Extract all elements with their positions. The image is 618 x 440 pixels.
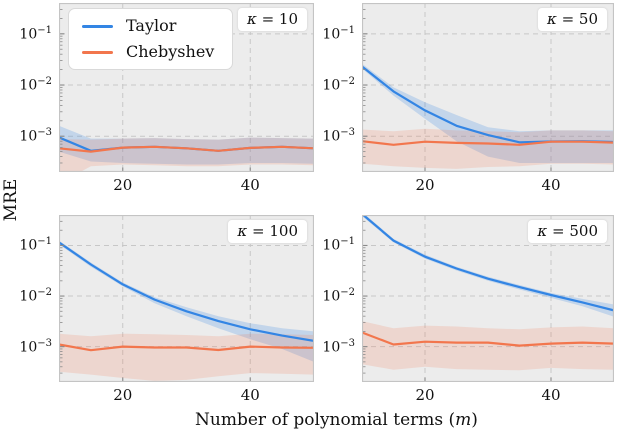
x-tick-label: 20 <box>415 386 435 404</box>
y-tick-label: 10−1 <box>19 24 52 43</box>
legend-label: Taylor <box>126 16 177 35</box>
y-tick-label: 10−3 <box>322 337 355 356</box>
x-axis-label-variable: m <box>455 410 472 430</box>
chebyshev-line <box>362 331 614 347</box>
taylor-band <box>362 63 614 163</box>
taylor-line <box>362 215 614 312</box>
y-tick-label: 10−2 <box>19 75 52 94</box>
chebyshev-line <box>59 343 314 352</box>
x-axis-label-suffix: ) <box>471 410 478 430</box>
x-tick-label: 40 <box>240 176 260 194</box>
legend-item: Chebyshev <box>82 44 214 60</box>
y-tick-label: 10−1 <box>322 24 355 43</box>
y-tick-label: 10−2 <box>322 75 355 94</box>
kappa-symbol: κ <box>246 10 257 28</box>
x-axis-label-text: Number of polynomial terms ( <box>195 410 456 430</box>
x-axis-label: Number of polynomial terms (m) <box>59 409 614 431</box>
legend-item: Taylor <box>82 18 214 34</box>
chebyshev-band <box>362 321 614 371</box>
chebyshev-line <box>59 145 314 153</box>
taylor-line <box>59 241 314 342</box>
chebyshev-band <box>362 128 614 169</box>
kappa-value: = 100 <box>252 222 298 240</box>
kappa-symbol: κ <box>546 10 557 28</box>
subplot-kappa-10: Taylor Chebyshev κ = 10 10−1 10−2 10−3 20 40 <box>19 3 314 193</box>
plot-spine <box>362 3 614 172</box>
kappa-annotation: κ = 100 <box>227 219 308 244</box>
y-axis-label: MRE <box>1 178 21 222</box>
taylor-band <box>59 240 314 362</box>
legend: Taylor Chebyshev <box>68 8 234 70</box>
x-tick-label: 40 <box>541 386 561 404</box>
x-tick-label: 20 <box>113 176 133 194</box>
x-tick-label: 40 <box>541 176 561 194</box>
y-tick-label: 10−2 <box>19 286 52 305</box>
kappa-value: = 10 <box>261 10 298 28</box>
taylor-band <box>59 125 314 165</box>
kappa-symbol: κ <box>537 222 548 240</box>
y-tick-label: 10−1 <box>322 236 355 254</box>
y-tick-label: 10−1 <box>19 236 52 254</box>
y-tick-label: 10−3 <box>19 337 52 356</box>
y-tick-label: 10−3 <box>322 127 355 145</box>
kappa-value: = 500 <box>552 222 598 240</box>
x-tick-label: 40 <box>240 386 260 404</box>
subplot-kappa-500: κ = 500 10−1 10−2 10−3 20 40 <box>322 215 614 403</box>
subplot-kappa-50: κ = 50 10−1 10−2 10−3 20 40 <box>322 3 614 193</box>
legend-line-swatch <box>82 24 113 28</box>
y-tick-label: 10−3 <box>19 127 52 145</box>
chebyshev-band <box>59 137 314 172</box>
y-tick-label: 10−2 <box>322 286 355 305</box>
chebyshev-line <box>362 140 614 146</box>
plot-spine <box>59 215 314 382</box>
plot-spine <box>362 215 614 382</box>
subplot-kappa-100: κ = 100 10−1 10−2 10−3 20 40 <box>19 215 314 403</box>
plot-spine <box>59 3 314 172</box>
kappa-annotation: κ = 50 <box>536 7 608 32</box>
x-tick-label: 20 <box>113 386 133 404</box>
kappa-annotation: κ = 500 <box>527 219 608 244</box>
chebyshev-band <box>59 333 314 381</box>
kappa-annotation: κ = 10 <box>236 7 308 32</box>
taylor-band <box>362 215 614 317</box>
kappa-value: = 50 <box>561 10 598 28</box>
kappa-symbol: κ <box>237 222 248 240</box>
x-tick-label: 20 <box>415 176 435 194</box>
plot-area <box>59 215 314 382</box>
legend-label: Chebyshev <box>126 42 215 61</box>
legend-line-swatch <box>82 50 113 54</box>
